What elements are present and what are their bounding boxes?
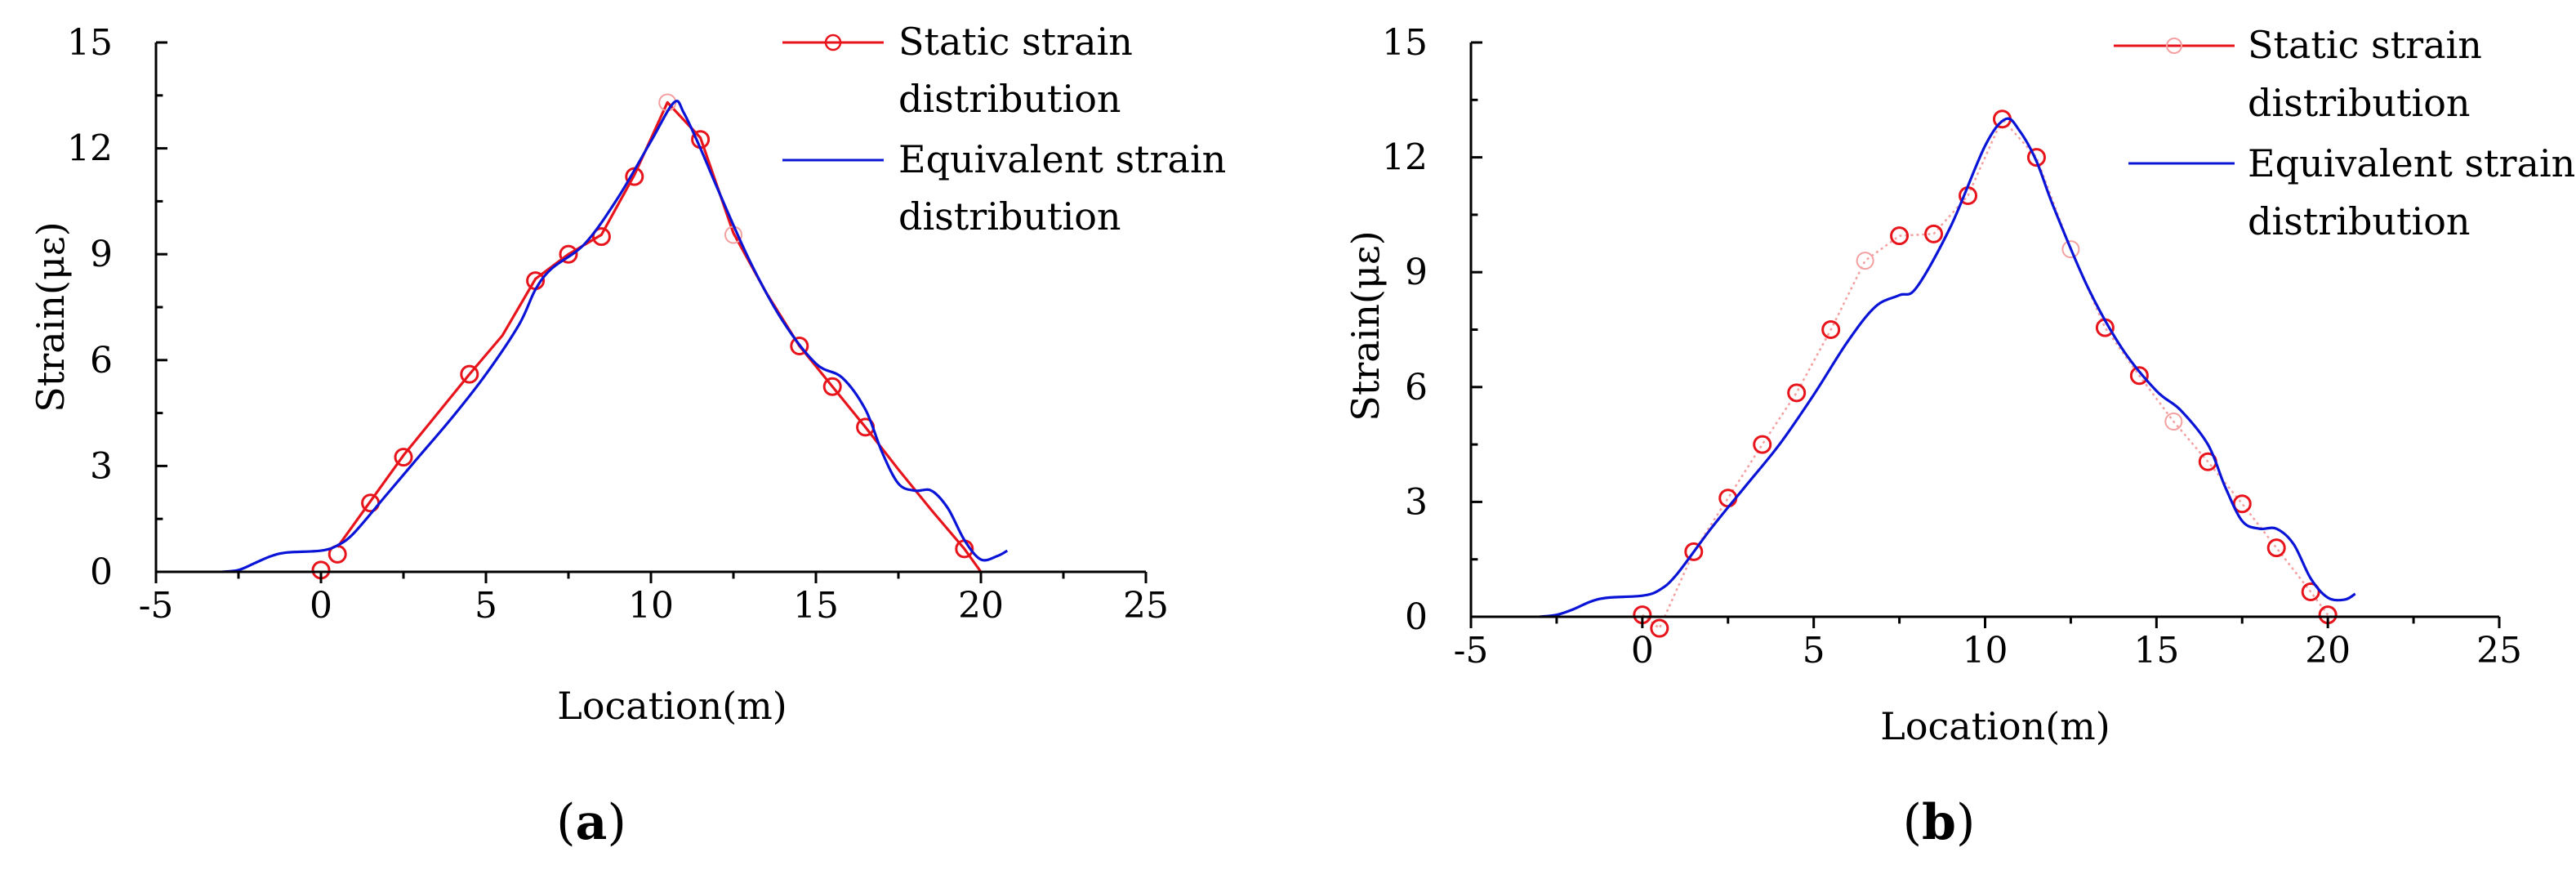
legend-a: Static strain distribution Equivalent st…	[782, 20, 1226, 239]
legend-label-static-line1-a: Static strain	[898, 20, 1133, 64]
legend-label-equivalent-line2-b: distribution	[2248, 199, 2471, 243]
static-point-b	[1821, 320, 1841, 339]
x-tick-label-b: 15	[2133, 630, 2179, 672]
x-tick-label-b: -5	[1454, 630, 1489, 672]
static-point-a	[591, 227, 611, 247]
panel-label-open-a: (	[556, 794, 575, 851]
series-line-equivalent-b	[1539, 117, 2356, 618]
legend-label-static-line1-b: Static strain	[2248, 23, 2482, 67]
static-point-a	[822, 377, 842, 396]
panel-label-letter-a: a	[576, 794, 608, 851]
static-point-b	[2129, 366, 2149, 386]
x-tick-label-a: 5	[475, 585, 497, 627]
x-tick-label-b: 20	[2305, 630, 2351, 672]
legend-label-equivalent-line1-a: Equivalent strain	[898, 137, 1226, 181]
static-point-b	[1650, 618, 1669, 638]
y-tick-label-a: 3	[90, 445, 113, 487]
y-tick-label-a: 6	[90, 340, 113, 381]
static-point-b	[1753, 435, 1772, 454]
chart-panel-a: -5 0 5 10 15 20 25 0 3 6 9 12 15 Location(m) Strain(…	[29, 20, 1226, 851]
static-point-b	[2266, 538, 2286, 558]
static-point-a	[394, 448, 413, 467]
x-tick-label-a: 15	[793, 585, 839, 627]
legend-label-static-line2-b: distribution	[2248, 81, 2471, 125]
static-point-b	[1924, 224, 1944, 243]
legend-label-equivalent-line1-b: Equivalent strain	[2248, 141, 2575, 185]
axes-b: -5 0 5 10 15 20 25 0 3 6 9 12 15	[1382, 22, 2522, 672]
panel-label-b: (b)	[1903, 794, 1976, 851]
y-tick-label-b: 0	[1405, 596, 1428, 638]
static-point-b	[1787, 383, 1807, 403]
x-axis-title-b: Location(m)	[1880, 704, 2110, 748]
static-point-b	[2301, 582, 2320, 602]
static-point-faint-b	[2061, 240, 2080, 259]
static-point-faint-b	[2164, 412, 2183, 431]
x-axis-title-a: Location(m)	[557, 684, 787, 728]
legend-marker-static-b	[2166, 38, 2182, 54]
axes-a: -5 0 5 10 15 20 25 0 3 6 9 12 15	[67, 22, 1169, 627]
panel-label-letter-b: b	[1922, 794, 1956, 851]
y-tick-label-a: 9	[90, 234, 113, 275]
y-tick-label-b: 3	[1405, 481, 1428, 523]
static-point-b	[1718, 489, 1738, 508]
y-tick-label-b: 9	[1405, 252, 1428, 293]
legend-b: Static strain distribution Equivalent st…	[2114, 23, 2575, 243]
y-tick-label-a: 15	[67, 22, 113, 64]
x-tick-label-b: 5	[1803, 630, 1825, 672]
static-point-b	[1684, 542, 1704, 561]
legend-label-static-line2-a: distribution	[898, 77, 1121, 121]
series-line-equivalent-a	[221, 100, 1009, 573]
series-layer-a	[221, 93, 1009, 580]
y-tick-label-b: 15	[1382, 22, 1428, 64]
y-axis-title-b: Strain(με)	[1344, 230, 1388, 421]
y-tick-label-a: 12	[67, 128, 113, 170]
y-tick-label-b: 6	[1405, 367, 1428, 408]
series-line-static-a	[336, 100, 983, 573]
series-line-static-b	[1642, 117, 2329, 631]
x-tick-label-b: 0	[1631, 630, 1654, 672]
static-point-a	[790, 337, 809, 356]
x-tick-label-a: 25	[1123, 585, 1169, 627]
y-axis-title-a: Strain(με)	[29, 221, 73, 412]
legend-label-equivalent-line2-a: distribution	[898, 194, 1121, 239]
series-layer-b	[1539, 109, 2356, 638]
x-tick-label-a: 10	[628, 585, 674, 627]
x-tick-label-b: 10	[1963, 630, 2008, 672]
y-tick-label-b: 12	[1382, 137, 1428, 179]
panel-label-close-b: )	[1956, 794, 1975, 851]
static-point-a	[559, 244, 578, 264]
static-point-a	[460, 364, 479, 384]
static-point-b	[1890, 226, 1910, 246]
x-tick-label-b: 25	[2476, 630, 2522, 672]
panel-label-open-b: (	[1903, 794, 1922, 851]
y-tick-label-a: 0	[90, 551, 113, 593]
x-tick-label-a: -5	[139, 585, 174, 627]
static-point-b	[2026, 148, 2046, 167]
panel-label-close-a: )	[607, 794, 626, 851]
x-tick-label-a: 20	[958, 585, 1004, 627]
x-tick-label-a: 0	[310, 585, 332, 627]
panel-label-a: (a)	[556, 794, 626, 851]
static-point-faint-b	[1856, 252, 1874, 270]
chart-panel-b: -5 0 5 10 15 20 25 0 3 6 9 12 15 Location(m) Strain(…	[1344, 22, 2575, 851]
legend-marker-static-a	[824, 33, 842, 51]
